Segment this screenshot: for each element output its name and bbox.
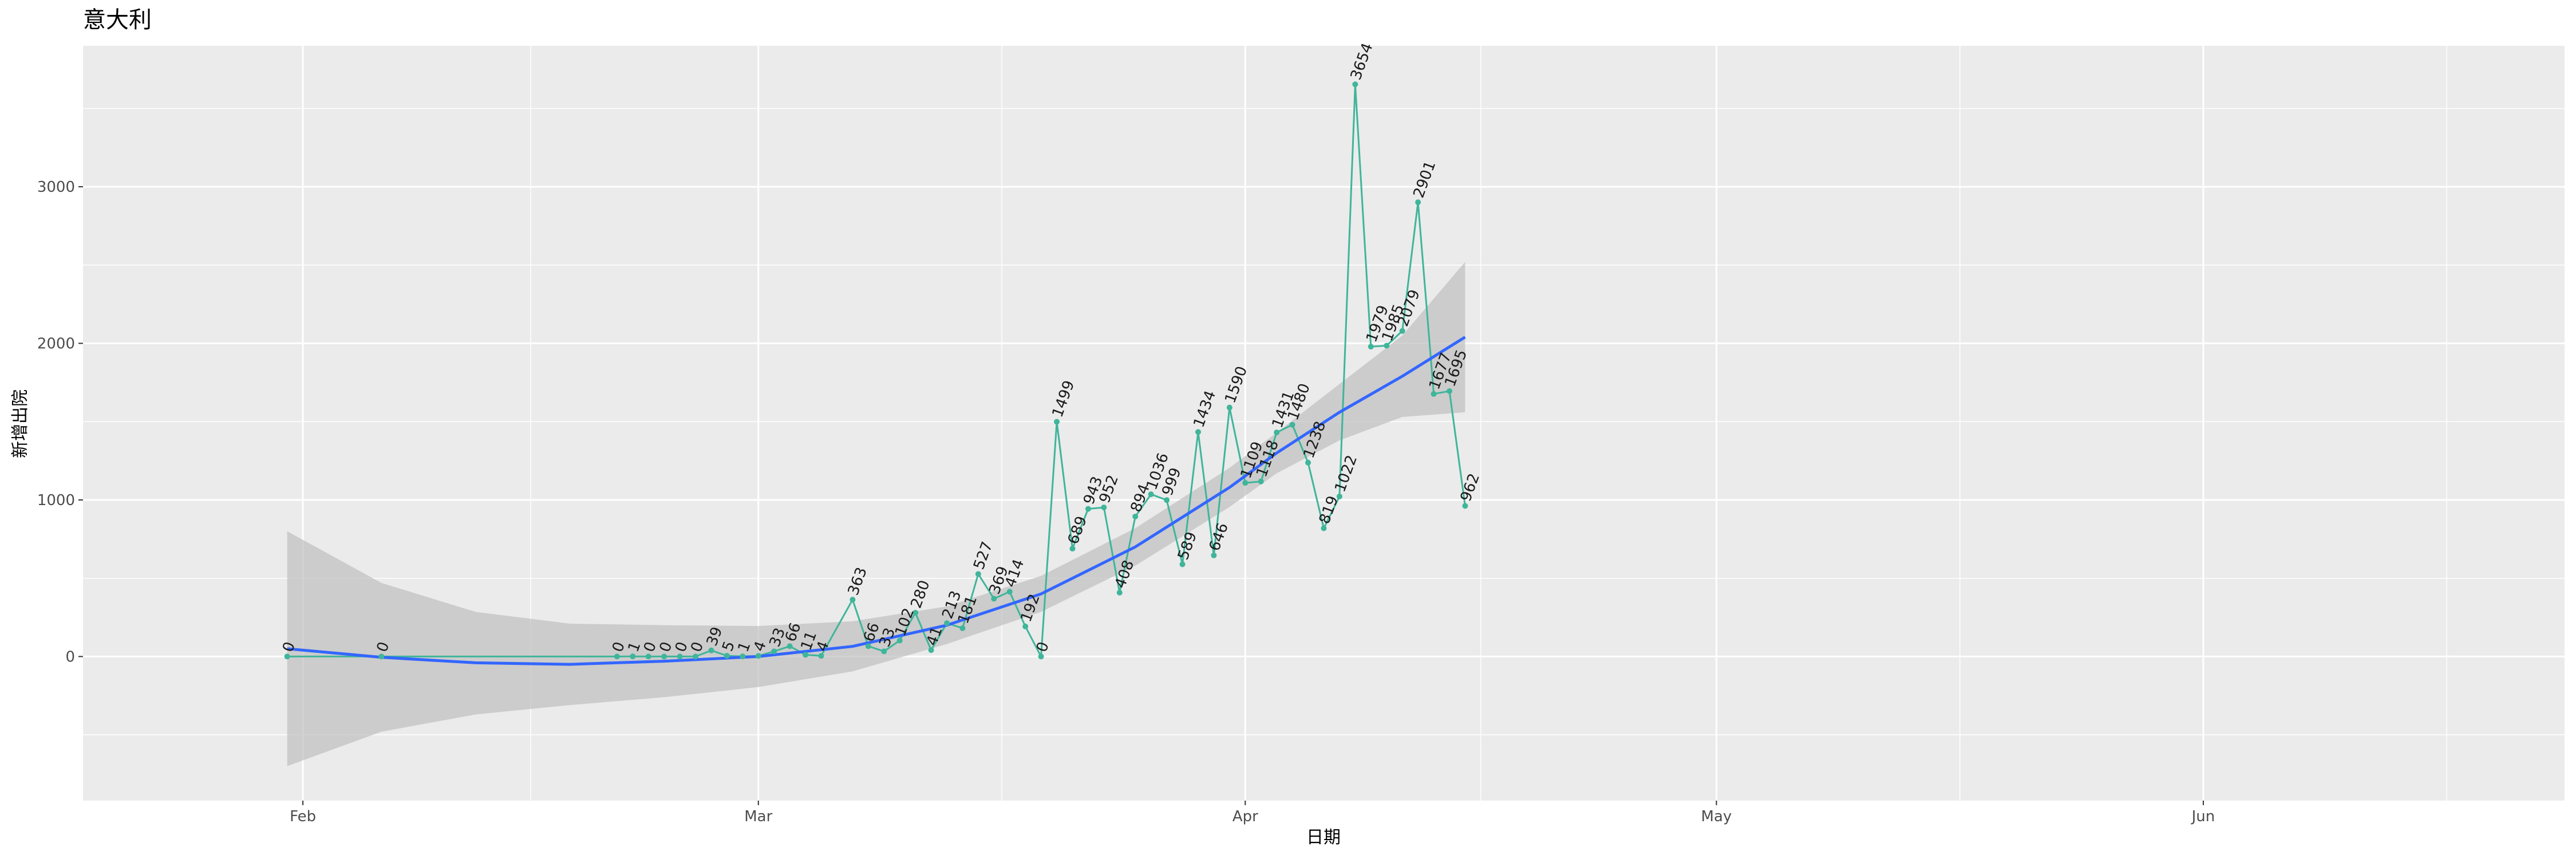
data-point [944, 620, 950, 626]
y-tick-label: 2000 [37, 336, 75, 353]
data-point [1399, 328, 1405, 334]
x-tick-label: Mar [744, 808, 772, 825]
data-point [724, 653, 730, 659]
data-point [1462, 503, 1468, 509]
data-point [630, 653, 636, 660]
data-point [1195, 429, 1202, 435]
data-point [661, 653, 667, 660]
data-point [865, 643, 871, 649]
data-point [1352, 81, 1358, 88]
data-point [1022, 623, 1029, 629]
x-tick-label: Apr [1232, 808, 1258, 825]
x-axis-ticks: Feb Mar Apr May Jun [290, 801, 2215, 825]
x-tick-label: Feb [290, 808, 316, 825]
data-point [1384, 342, 1390, 349]
data-point [1446, 388, 1452, 394]
data-point [1336, 493, 1342, 499]
data-point [1415, 199, 1421, 206]
data-point [803, 652, 809, 658]
x-tick-label: May [1701, 808, 1732, 825]
y-axis-ticks: 0 1000 2000 3000 [37, 179, 83, 665]
data-point [1321, 525, 1327, 531]
data-point [771, 648, 777, 655]
data-point [1242, 480, 1249, 486]
data-point [975, 571, 981, 577]
data-point [912, 609, 919, 616]
data-point [1164, 497, 1170, 503]
data-point [959, 625, 966, 631]
data-point [693, 653, 699, 660]
data-point [1368, 344, 1374, 350]
x-tick-label: Jun [2191, 808, 2215, 825]
y-tick-label: 1000 [37, 492, 75, 509]
data-point [928, 647, 934, 653]
data-point [896, 637, 903, 644]
data-point [677, 653, 683, 660]
data-point [818, 653, 824, 659]
data-point [1148, 491, 1154, 498]
data-point [284, 653, 290, 660]
data-point [1211, 552, 1217, 558]
data-point [1226, 404, 1232, 411]
data-point [1101, 505, 1107, 511]
data-point [1431, 391, 1437, 397]
data-point [1116, 589, 1123, 596]
data-points [284, 81, 1468, 660]
data-point [787, 643, 793, 649]
y-axis-label: 新增出院 [10, 389, 30, 458]
chart-title: 意大利 [83, 7, 152, 33]
data-point [755, 653, 761, 659]
y-tick-label: 3000 [37, 179, 75, 196]
y-tick-label: 0 [65, 648, 75, 665]
data-point [708, 647, 714, 653]
data-point [1179, 561, 1186, 568]
data-point [1258, 478, 1264, 484]
data-point [1006, 589, 1013, 595]
x-axis-label: 日期 [1306, 828, 1341, 848]
data-point [1038, 653, 1044, 660]
data-point [850, 597, 856, 603]
data-point [740, 653, 746, 660]
data-point [1069, 546, 1076, 552]
confidence-band [287, 262, 1465, 766]
data-point [1289, 421, 1295, 428]
data-point [1274, 430, 1280, 436]
data-point [614, 653, 620, 660]
data-point [645, 653, 651, 660]
data-point [991, 596, 997, 602]
data-point [1054, 419, 1060, 425]
data-point [1085, 506, 1091, 512]
data-point [881, 648, 887, 655]
data-point [378, 653, 385, 660]
data-point [1305, 459, 1311, 466]
data-point [1132, 513, 1139, 519]
